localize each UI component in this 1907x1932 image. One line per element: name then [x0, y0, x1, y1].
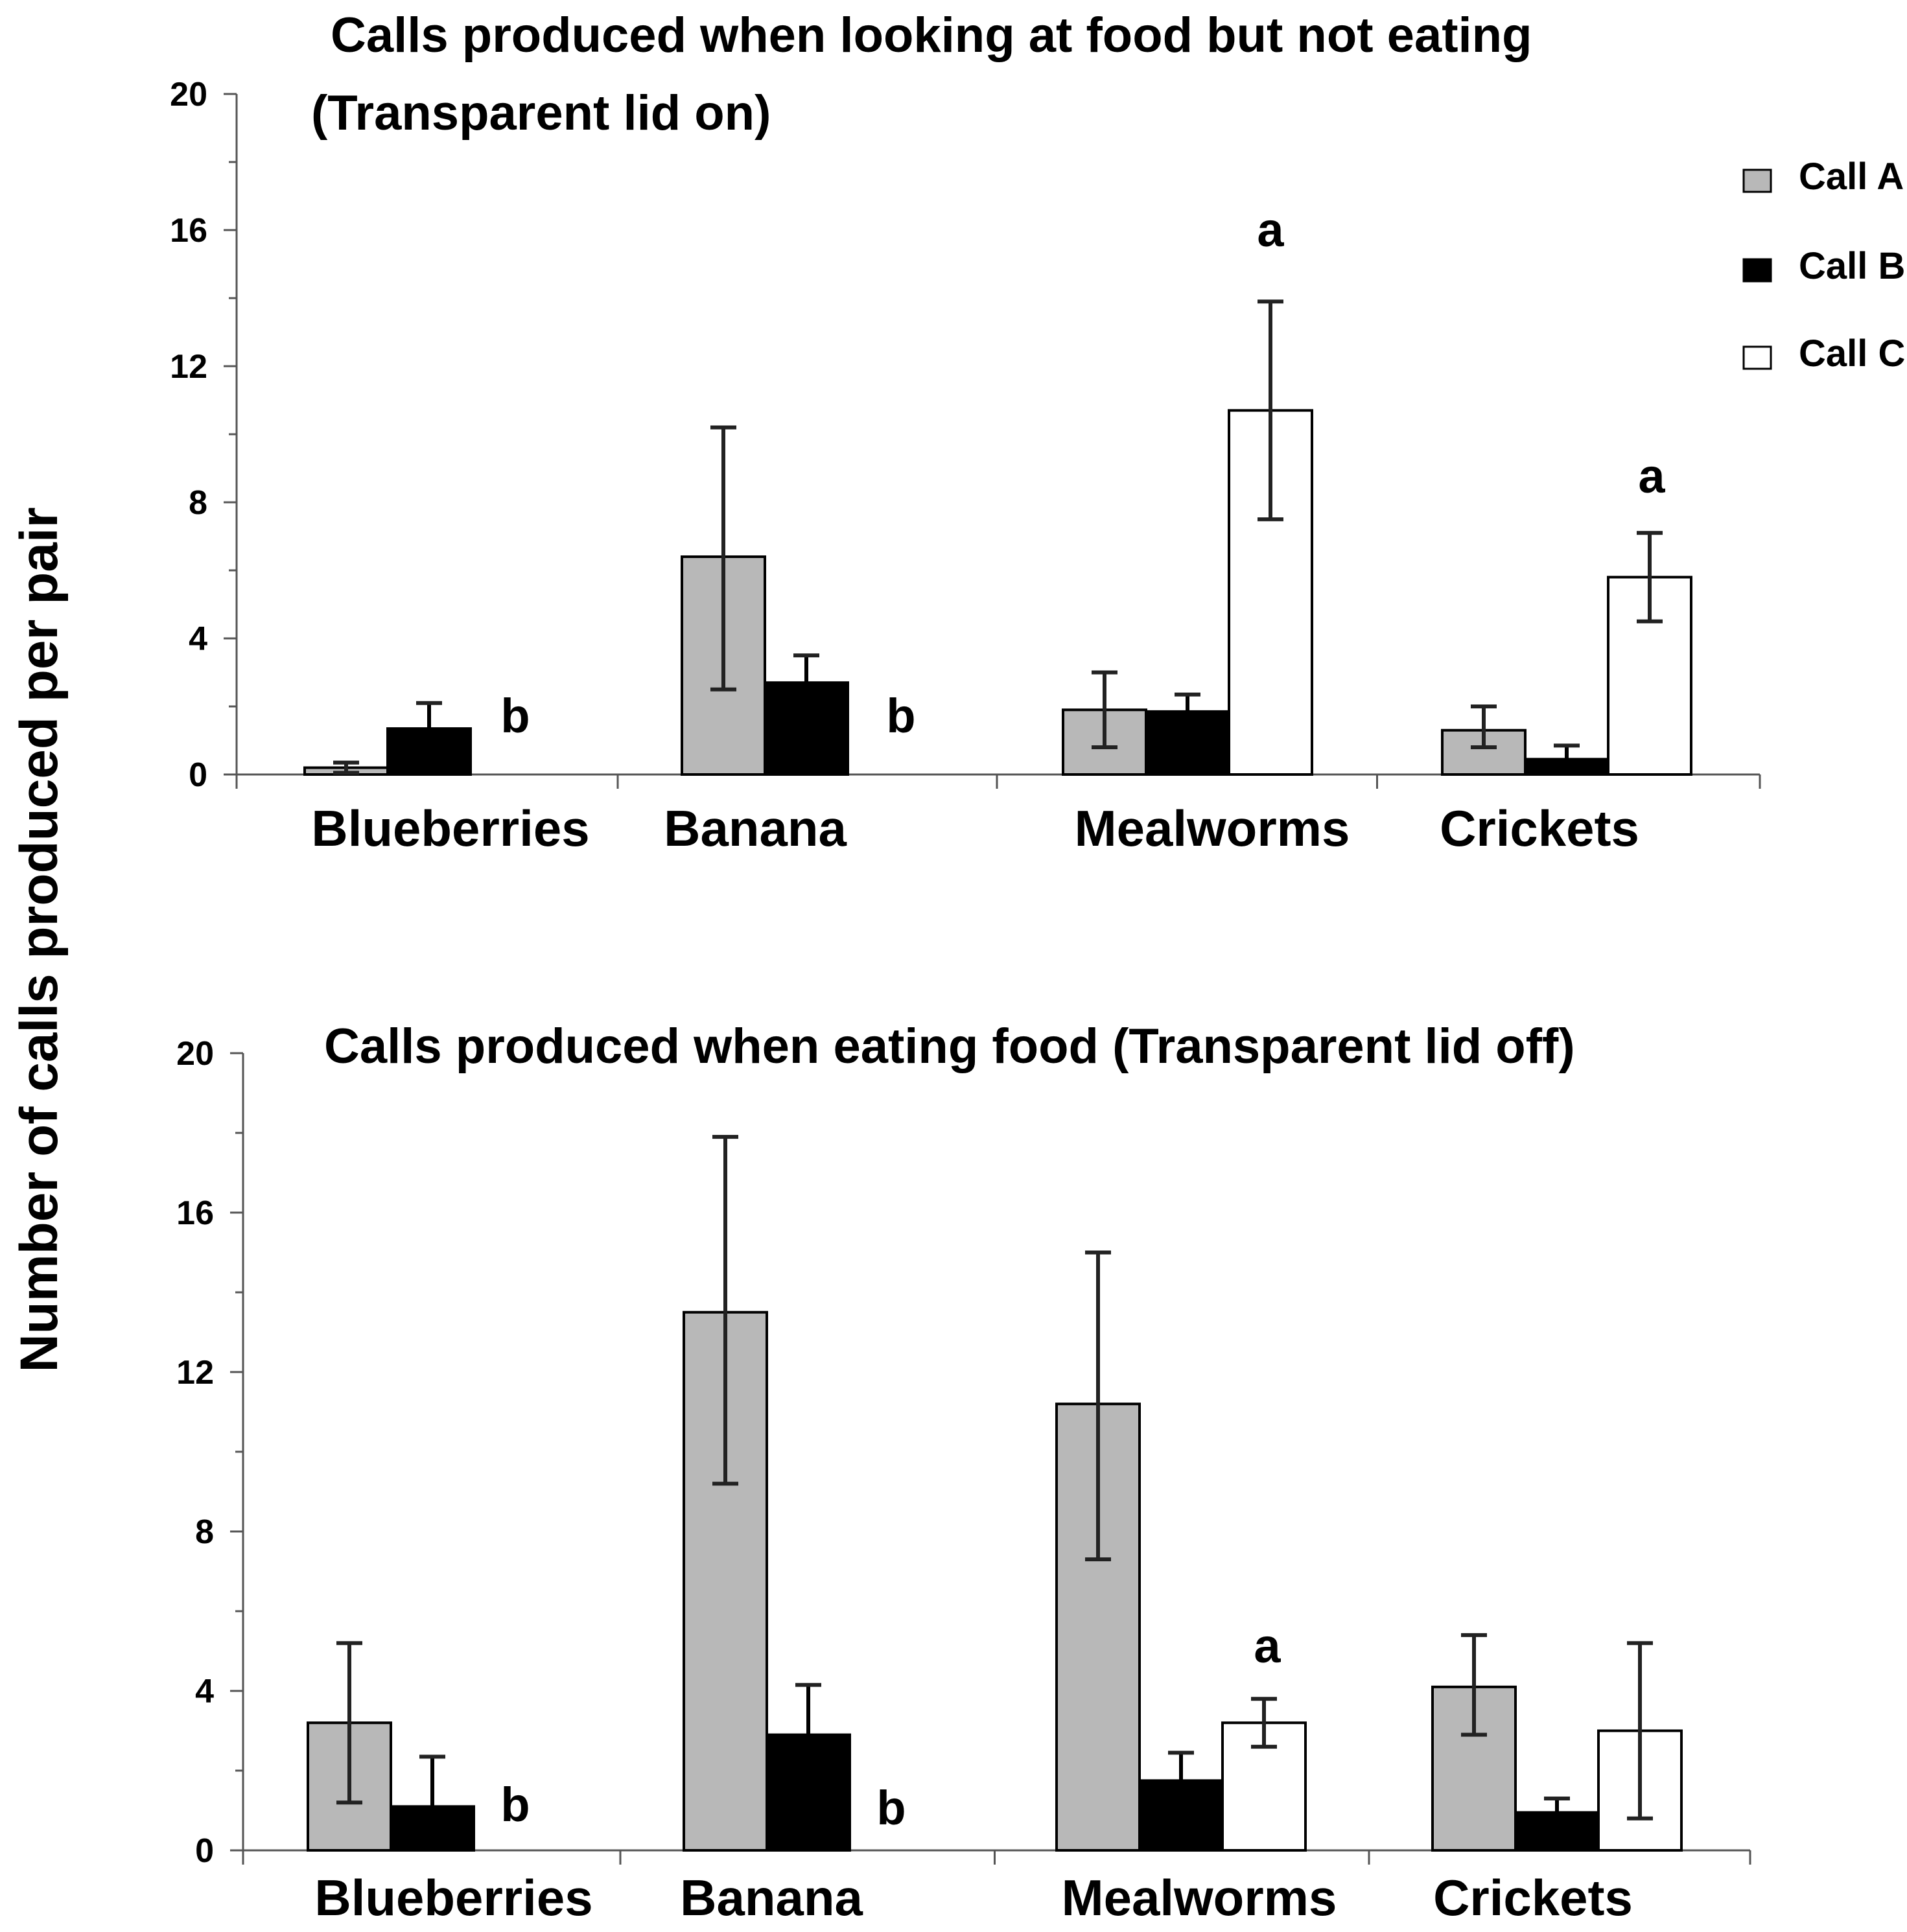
y-axis-label: Number of calls produced per pair [10, 507, 69, 1372]
chart-1-category-label-banana: Banana [664, 800, 847, 857]
chart-1-annotation-blueberries: b [500, 689, 530, 743]
chart-1-bar-call-b-banana [764, 681, 849, 776]
chart-1-bar-call-a-crickets [1441, 728, 1527, 776]
chart-1-bar-call-b-mealworms [1145, 710, 1230, 776]
chart-1-annotation-mealworms: a [1257, 203, 1284, 257]
chart-2-y-tick-label: 20 [176, 1035, 214, 1073]
chart-2-category-label-mealworms: Mealworms [1062, 1869, 1337, 1926]
legend-swatch-call-a [1742, 169, 1772, 193]
chart-1-category-label-crickets: Crickets [1440, 800, 1639, 857]
chart-2-annotation-mealworms: a [1254, 1619, 1281, 1673]
legend-swatch-call-c [1742, 345, 1772, 370]
chart-1-plot: 0 4 8 12 16 20 Blueberries Banana Mealworms Crick… [170, 76, 1761, 857]
chart-2-bar-call-b-crickets [1514, 1811, 1600, 1852]
chart-2-y-tick-label: 8 [195, 1513, 214, 1551]
chart-2-bar-call-b-mealworms [1138, 1779, 1224, 1852]
chart-1-y-tick-label: 4 [189, 620, 207, 658]
chart-2-category-label-crickets: Crickets [1433, 1869, 1633, 1926]
chart-2-title: Calls produced when eating food (Transpa… [324, 1019, 1575, 1074]
chart-2-bar-call-b-banana [766, 1733, 851, 1852]
chart-1-y-tick-label: 16 [170, 212, 207, 250]
chart-1-annotation-banana: b [886, 689, 915, 743]
chart-2-category-label-banana: Banana [680, 1869, 863, 1926]
legend-swatch-call-b [1742, 258, 1772, 283]
chart-2-y-tick-label: 0 [195, 1832, 214, 1870]
chart-2-category-label-blueberries: Blueberries [314, 1869, 592, 1926]
chart-2-bar-call-b-blueberries [390, 1805, 475, 1852]
legend-label-call-b: Call B [1799, 245, 1905, 287]
chart-1-category-label-blueberries: Blueberries [311, 800, 589, 857]
chart-2-annotation-banana: b [876, 1781, 906, 1835]
chart-1-category-label-mealworms: Mealworms [1075, 800, 1350, 857]
chart-2-y-tick-label: 12 [176, 1354, 214, 1391]
chart-1-y-tick-label: 0 [189, 756, 207, 794]
chart-1-subtitle: (Transparent lid on) [311, 86, 771, 141]
chart-2-y-tick-label: 16 [176, 1194, 214, 1232]
chart-2-annotation-blueberries: b [500, 1778, 530, 1832]
chart-1-y-tick-label: 20 [170, 76, 207, 113]
chart-1-bar-call-b-blueberries [386, 727, 472, 776]
chart-2-y-tick-label: 4 [195, 1673, 214, 1710]
legend-label-call-a: Call A [1799, 156, 1904, 198]
legend-label-call-c: Call C [1799, 332, 1905, 375]
chart-1-title: Calls produced when looking at food but … [331, 8, 1532, 63]
legend: Call A Call B Call C [1742, 156, 1905, 375]
chart-2-plot: 0 4 8 12 16 20 Blueberries Banana Mealworms Crick… [176, 1035, 1751, 1926]
chart-1-y-tick-label: 8 [189, 484, 207, 522]
chart-1-bar-call-b-crickets [1524, 758, 1609, 776]
chart-1-annotation-crickets: a [1638, 449, 1665, 503]
chart-1-y-tick-label: 12 [170, 348, 207, 386]
